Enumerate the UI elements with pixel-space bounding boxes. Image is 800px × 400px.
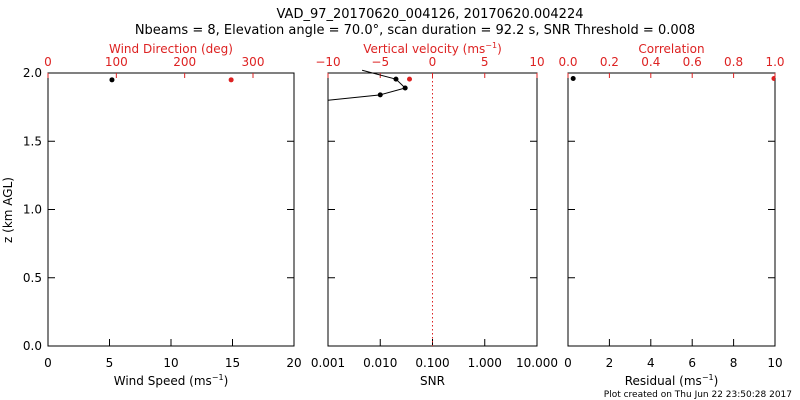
figure-subtitle: Nbeams = 8, Elevation angle = 70.0°, sca… (135, 23, 695, 38)
top-axis-point (407, 76, 413, 82)
bottom-tick-label: 2 (606, 356, 614, 370)
top-tick-label: 300 (242, 55, 265, 69)
top-axis-label: Vertical velocity (ms−1) (363, 41, 502, 56)
bottom-tick-label: 4 (647, 356, 655, 370)
bottom-axis-point (570, 75, 576, 81)
top-tick-label: 10 (529, 55, 544, 69)
bottom-tick-label: 0.001 (311, 356, 345, 370)
y-tick-label: 1.0 (23, 203, 42, 217)
top-axis-label: Wind Direction (deg) (109, 42, 233, 56)
figure-title: VAD_97_20170620_004126, 20170620.004224 (277, 7, 584, 22)
bottom-tick-label: 5 (106, 356, 114, 370)
panel-3: 0 2 4 6 8 10 Residual (ms−1) 0.0 0.2 0.4 0.6 0.8 1.0… (558, 42, 784, 388)
top-axis-point (771, 75, 775, 81)
snr-profile-line (328, 69, 407, 101)
bottom-axis-label: Residual (ms−1) (625, 373, 719, 388)
top-tick-label: 0 (429, 55, 437, 69)
top-tick-label: 5 (481, 55, 489, 69)
data-layer (570, 75, 775, 81)
data-layer (328, 69, 413, 101)
plot-created-note: Plot created on Thu Jun 22 23:50:28 2017 (604, 390, 792, 400)
top-tick-label: 100 (105, 55, 128, 69)
top-tick-label: 1.0 (765, 55, 784, 69)
top-tick-label: −10 (315, 55, 340, 69)
top-tick-label: 0.4 (641, 55, 660, 69)
y-tick-label: 0.0 (23, 339, 42, 353)
panel-2: 0.001 0.010 0.100 1.000 10.000 SNR −10 −5 0 5 10 Ve… (311, 41, 558, 388)
bottom-tick-label: 0 (564, 356, 572, 370)
bottom-axis-point (393, 76, 399, 82)
top-axis-point (228, 77, 234, 83)
y-tick-label: 0.5 (23, 271, 42, 285)
top-axis-label: Correlation (638, 42, 704, 56)
bottom-tick-label: 8 (730, 356, 738, 370)
top-tick-label: 0.2 (600, 55, 619, 69)
top-tick-label: −5 (371, 55, 389, 69)
y-axis-label: z (km AGL) (1, 177, 15, 243)
bottom-axis-label: Wind Speed (ms−1) (114, 373, 229, 388)
plot-frame (567, 72, 776, 347)
top-tick-label: 0 (44, 55, 52, 69)
bottom-axis-point (377, 92, 383, 98)
top-tick-label: 0.8 (724, 55, 743, 69)
bottom-tick-label: 0.100 (415, 356, 449, 370)
y-tick-label: 2.0 (23, 66, 42, 80)
bottom-tick-label: 10 (163, 356, 178, 370)
bottom-tick-label: 15 (225, 356, 240, 370)
top-tick-label: 0.0 (558, 55, 577, 69)
bottom-tick-label: 0 (44, 356, 52, 370)
bottom-tick-label: 1.000 (468, 356, 502, 370)
data-layer (109, 77, 234, 83)
y-tick-label: 1.5 (23, 134, 42, 148)
bottom-tick-label: 0.010 (363, 356, 397, 370)
bottom-tick-label: 6 (688, 356, 696, 370)
top-tick-label: 0.6 (683, 55, 702, 69)
top-tick-label: 200 (173, 55, 196, 69)
plot-frame (47, 72, 295, 347)
bottom-axis-point (109, 77, 115, 83)
bottom-axis-label: SNR (420, 374, 445, 388)
bottom-tick-label: 20 (286, 356, 301, 370)
bottom-tick-label: 10 (767, 356, 782, 370)
bottom-tick-label: 10.000 (516, 356, 558, 370)
bottom-axis-point (402, 85, 408, 91)
